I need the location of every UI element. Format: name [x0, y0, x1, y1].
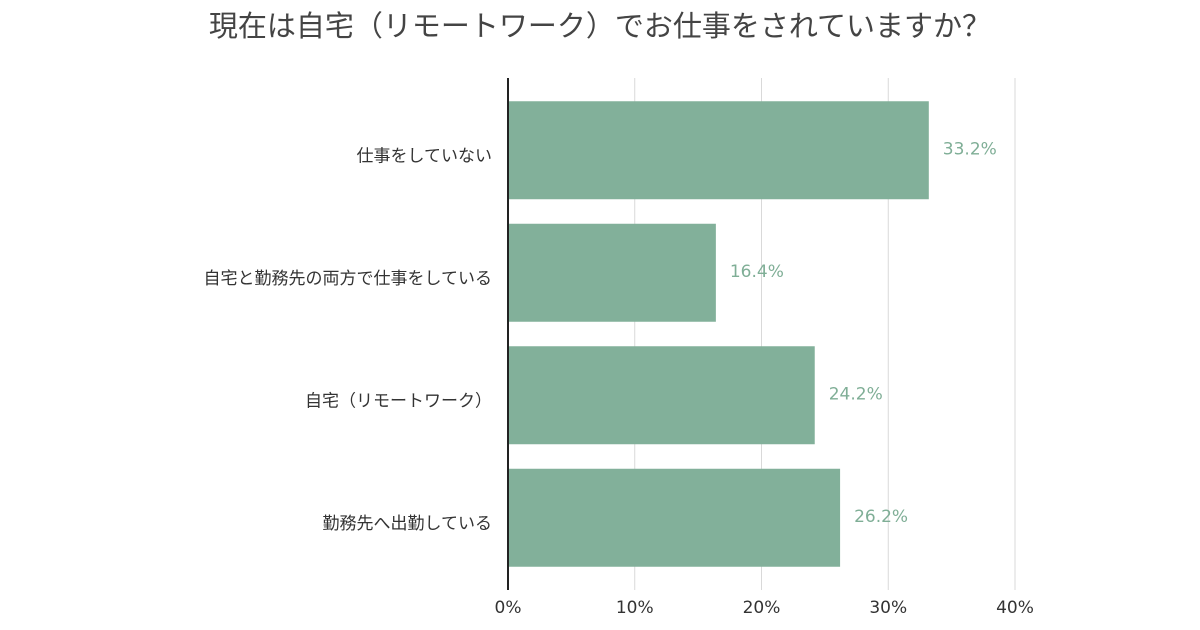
- bar: [508, 346, 815, 445]
- x-tick-label: 20%: [743, 598, 781, 618]
- value-label: 33.2%: [943, 139, 997, 159]
- x-tick-label: 0%: [495, 598, 522, 618]
- bar: [508, 468, 841, 567]
- x-tick-label: 10%: [616, 598, 654, 618]
- value-label: 24.2%: [829, 384, 883, 404]
- y-tick-label: 自宅（リモートワーク）: [305, 391, 492, 411]
- value-label: 16.4%: [730, 262, 784, 282]
- y-tick-label: 自宅と勤務先の両方で仕事をしている: [204, 269, 493, 289]
- chart-title: 現在は自宅（リモートワーク）でお仕事をされていますか？: [209, 9, 991, 43]
- bar: [508, 101, 929, 200]
- y-tick-label: 仕事をしていない: [357, 146, 493, 166]
- x-tick-label: 40%: [996, 598, 1034, 618]
- value-label: 26.2%: [854, 507, 908, 527]
- y-tick-label: 勤務先へ出勤している: [323, 514, 493, 534]
- bar: [508, 223, 716, 322]
- x-tick-label: 30%: [869, 598, 907, 618]
